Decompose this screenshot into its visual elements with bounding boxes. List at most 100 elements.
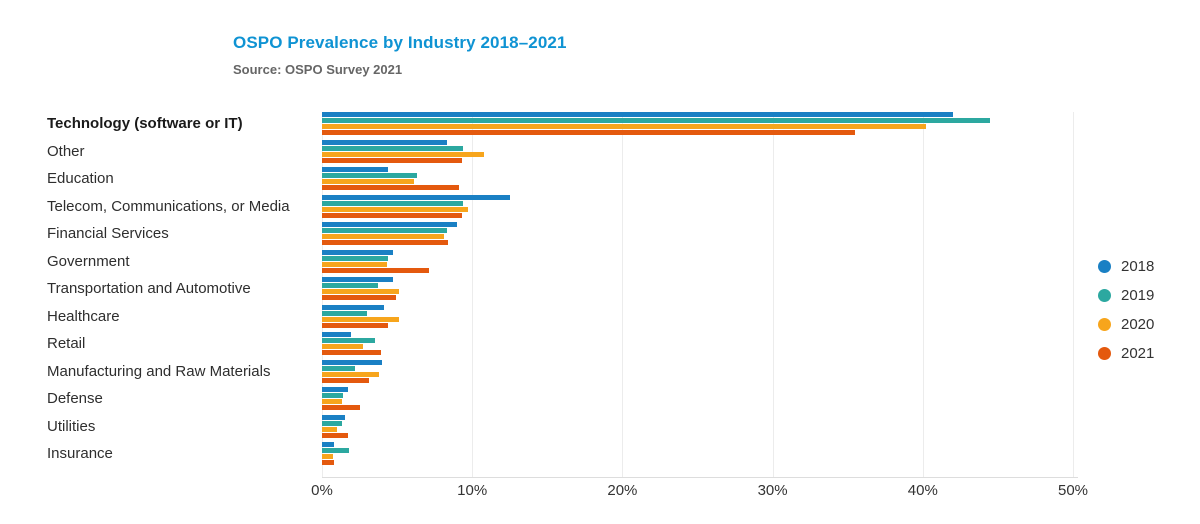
grid-line — [472, 112, 474, 477]
bar-group — [322, 249, 1073, 273]
bar-group — [322, 442, 1073, 465]
bar-2021 — [322, 432, 348, 438]
bar-group — [322, 359, 1073, 383]
legend-item: 2021 — [1098, 339, 1154, 368]
x-tick-label: 30% — [757, 482, 788, 499]
category-label: Defense — [47, 390, 103, 407]
bar-2021 — [322, 295, 396, 300]
bar-group — [322, 222, 1073, 245]
bar-2020 — [322, 206, 468, 212]
category-label: Other — [47, 142, 85, 160]
x-tick-label: 10% — [457, 482, 488, 499]
category-label: Government — [47, 252, 130, 270]
x-axis-line — [322, 477, 1078, 478]
bar-2020 — [322, 316, 399, 322]
bar-2018 — [322, 112, 953, 117]
category-label: Financial Services — [47, 225, 169, 242]
bar-group — [322, 304, 1073, 328]
grid-line — [922, 112, 924, 477]
bar-group — [322, 277, 1073, 300]
legend-item: 2019 — [1098, 281, 1154, 310]
category-row: Healthcare — [0, 304, 1073, 328]
bar-group — [322, 387, 1073, 410]
bar-group — [322, 194, 1073, 218]
bar-2021 — [322, 350, 381, 355]
bar-2020 — [322, 344, 363, 349]
bar-2018 — [322, 167, 389, 172]
bar-2018 — [322, 249, 393, 255]
bar-2019 — [322, 310, 368, 316]
bar-2018 — [322, 332, 351, 337]
bar-2019 — [322, 448, 350, 453]
legend-item: 2020 — [1098, 310, 1154, 339]
bar-group — [322, 139, 1073, 163]
bar-group — [322, 112, 1073, 135]
chart-subtitle: Source: OSPO Survey 2021 — [233, 62, 403, 77]
legend-swatch-2019 — [1098, 289, 1111, 302]
category-label: Insurance — [47, 445, 113, 462]
bar-2018 — [322, 277, 393, 282]
bar-rows: Technology (software or IT) Other Educatio… — [0, 112, 1073, 470]
bar-2018 — [322, 139, 447, 145]
bar-2021 — [322, 267, 429, 273]
legend-swatch-2018 — [1098, 260, 1111, 273]
bar-2018 — [322, 414, 345, 420]
x-tick-label: 40% — [907, 482, 938, 499]
category-label: Technology (software or IT) — [47, 115, 243, 132]
legend-label: 2021 — [1121, 345, 1155, 362]
category-row: Defense — [0, 387, 1073, 410]
bar-2018 — [322, 387, 348, 392]
category-row: Telecom, Communications, or Media — [0, 194, 1073, 218]
bar-2021 — [322, 212, 462, 218]
grid-line — [322, 112, 323, 477]
bar-2018 — [322, 359, 383, 365]
chart-title: OSPO Prevalence by Industry 2018–2021 — [233, 33, 567, 52]
bar-2019 — [322, 255, 389, 261]
bar-2020 — [322, 234, 444, 239]
category-row: Utilities — [0, 414, 1073, 438]
bar-2018 — [322, 442, 335, 447]
category-label: Utilities — [47, 417, 96, 435]
bar-group — [322, 332, 1073, 355]
legend-item: 2018 — [1098, 252, 1154, 281]
bar-2020 — [322, 151, 485, 157]
bar-2020 — [322, 124, 926, 129]
category-label: Education — [47, 170, 114, 187]
category-row: Insurance — [0, 442, 1073, 465]
x-tick-label: 20% — [607, 482, 638, 499]
bar-2021 — [322, 460, 335, 465]
category-row: Retail — [0, 332, 1073, 355]
bar-2020 — [322, 454, 333, 459]
category-label: Telecom, Communications, or Media — [47, 197, 290, 215]
bar-2019 — [322, 365, 356, 371]
bar-2021 — [322, 377, 369, 383]
legend-swatch-2021 — [1098, 347, 1111, 360]
bar-2020 — [322, 261, 387, 267]
bar-2019 — [322, 283, 378, 288]
bar-2021 — [322, 157, 462, 163]
grid-line — [622, 112, 624, 477]
bar-2019 — [322, 338, 375, 343]
x-tick-label: 50% — [1057, 482, 1089, 499]
bar-2021 — [322, 185, 459, 190]
bar-2021 — [322, 322, 389, 328]
legend-label: 2020 — [1121, 316, 1155, 333]
legend-label: 2018 — [1121, 258, 1155, 275]
bar-2020 — [322, 371, 380, 377]
category-label: Retail — [47, 335, 86, 352]
bar-2019 — [322, 118, 991, 123]
bar-2019 — [322, 200, 464, 206]
bar-2019 — [322, 393, 344, 398]
grid-line — [772, 112, 774, 477]
bar-2020 — [322, 426, 338, 432]
category-row: Government — [0, 249, 1073, 273]
grid-line — [1073, 112, 1074, 477]
category-label: Healthcare — [47, 307, 120, 325]
category-row: Technology (software or IT) — [0, 112, 1073, 135]
bar-2019 — [322, 173, 417, 178]
bar-group — [322, 414, 1073, 438]
x-tick-label: 0% — [311, 482, 333, 499]
bar-group — [322, 167, 1073, 190]
bar-2018 — [322, 304, 384, 310]
